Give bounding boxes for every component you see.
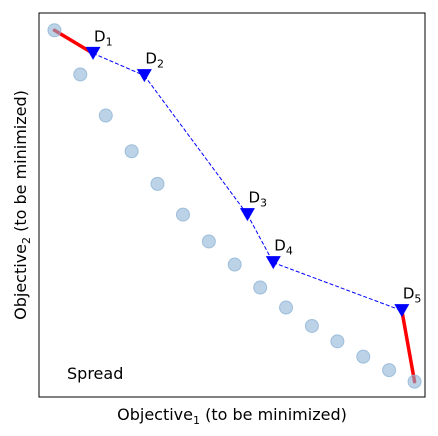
solution-markers xyxy=(85,46,410,318)
x-axis-label: Objective1 (to be minimized) xyxy=(117,405,347,427)
solution-marker xyxy=(265,256,281,270)
front-point xyxy=(356,349,371,364)
connector-line xyxy=(92,52,145,77)
front-point xyxy=(98,108,113,123)
extent-line xyxy=(52,28,95,56)
solution-label: D1 xyxy=(94,27,113,48)
connector-line xyxy=(246,214,274,263)
front-point xyxy=(73,67,88,82)
extent-line xyxy=(400,308,417,384)
solution-labels: D1 D2 D3 D4 D5 xyxy=(94,27,421,305)
front-point xyxy=(304,318,319,333)
spread-annotation: Spread xyxy=(67,364,123,383)
front-point xyxy=(124,144,139,159)
solution-label: D3 xyxy=(248,189,267,210)
front-point xyxy=(47,23,62,38)
extent-lines xyxy=(52,28,417,384)
solution-marker xyxy=(85,46,101,60)
solution-label: D2 xyxy=(145,50,164,71)
front-point xyxy=(175,207,190,222)
front-point xyxy=(407,374,422,389)
front-point xyxy=(382,363,397,378)
connector-lines xyxy=(92,52,403,312)
front-point xyxy=(227,257,242,272)
solution-label: D4 xyxy=(274,237,293,258)
solution-marker xyxy=(394,304,410,318)
plot-area xyxy=(38,12,426,398)
connector-line xyxy=(143,75,248,215)
y-axis-label: Objective2 (to be minimized) xyxy=(11,90,33,320)
connector-line xyxy=(273,262,403,312)
solution-marker xyxy=(239,208,255,222)
front-point xyxy=(201,234,216,249)
solution-marker xyxy=(136,69,152,83)
front-point xyxy=(150,176,165,191)
front-point xyxy=(253,280,268,295)
pareto-front xyxy=(47,23,422,389)
solution-label: D5 xyxy=(403,285,422,306)
front-point xyxy=(279,300,294,315)
front-point xyxy=(330,334,345,349)
